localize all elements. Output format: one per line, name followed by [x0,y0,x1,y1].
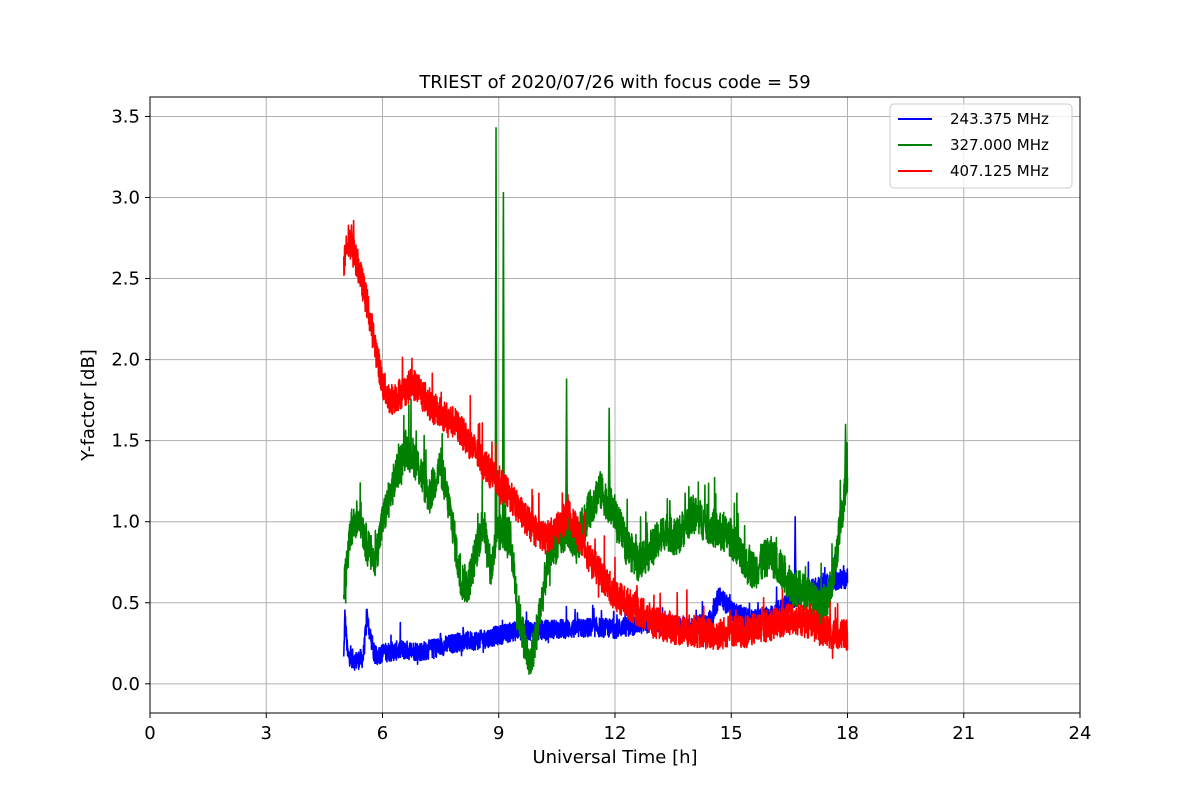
chart-title: TRIEST of 2020/07/26 with focus code = 5… [418,72,810,93]
x-tick-label: 9 [493,723,504,744]
x-tick-label: 15 [720,723,743,744]
x-axis-ticks: 0 3 6 9 12 15 18 21 24 [144,713,1091,744]
legend-label: 243.375 MHz [950,110,1049,128]
series-line-2 [342,127,849,675]
x-tick-label: 21 [952,723,975,744]
y-tick-label: 3.5 [111,106,140,127]
y-tick-label: 3.0 [111,188,140,209]
y-tick-label: 1.0 [111,512,140,533]
x-tick-label: 0 [144,723,155,744]
grid-lines [149,97,1081,713]
y-tick-label: 1.5 [111,431,140,452]
x-tick-label: 12 [604,723,627,744]
y-axis-label: Y-factor [dB] [78,349,99,462]
y-tick-label: 0.0 [111,674,140,695]
legend-label: 327.000 MHz [950,136,1049,154]
y-axis-ticks: 0.0 0.5 1.0 1.5 2.0 2.5 3.0 3.5 [111,106,150,695]
legend-label: 407.125 MHz [950,162,1049,180]
legend-box [889,103,1073,189]
plot-series [342,127,849,675]
x-axis-label: Universal Time [h] [532,747,697,768]
x-tick-label: 24 [1069,723,1092,744]
y-tick-label: 0.5 [111,593,140,614]
y-tick-label: 2.0 [111,350,140,371]
series-line-3 [342,219,849,659]
x-tick-label: 18 [836,723,859,744]
legend: 243.375 MHz 327.000 MHz 407.125 MHz [889,103,1073,189]
x-tick-label: 3 [261,723,272,744]
y-tick-label: 2.5 [111,269,140,290]
x-tick-label: 6 [377,723,388,744]
